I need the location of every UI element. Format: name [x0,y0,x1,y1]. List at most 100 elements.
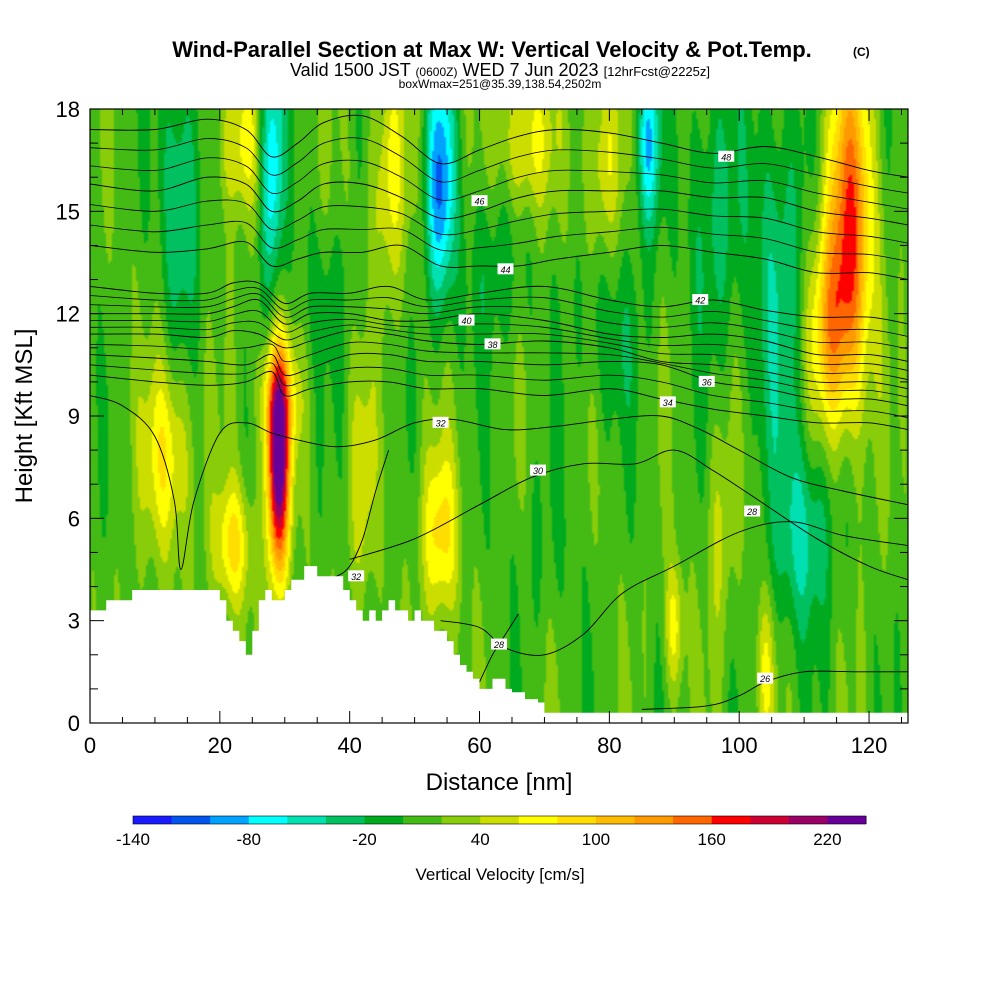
theta-contour-minor [90,310,908,371]
contour-label-46: 46 [471,195,488,207]
contour-label-text: 26 [759,674,770,684]
x-tick-label: 80 [597,733,621,758]
theta-contour-minor [90,320,908,380]
contour-label-text: 28 [746,507,757,517]
colorbar-swatch [673,816,713,824]
contour-label-text: 48 [721,152,731,162]
theta-contour-46 [90,176,908,226]
colorbar-label: -140 [116,830,150,849]
theta-contour-32 [90,395,908,570]
theta-contour-40 [90,298,908,362]
valid-date: WED 7 Jun 2023 [462,60,598,80]
contour-label-text: 46 [475,197,485,207]
chart-title: Wind-Parallel Section at Max W: Vertical… [172,37,812,62]
x-axis: 0 20 40 60 80 100 120 [84,109,903,758]
contour-label-text: 44 [500,265,510,275]
box-wmax-line: boxWmax=251@35.39,138.54,2502m [399,77,602,91]
theta-contour-44 [90,240,908,281]
valid-time-utc: (0600Z) [415,65,457,79]
y-tick-label: 12 [56,302,80,327]
chart-header: Wind-Parallel Section at Max W: Vertical… [172,37,869,91]
contour-label-32: 32 [348,570,365,582]
colorbar-swatch [518,816,558,824]
colorbar-swatch [750,816,790,824]
x-tick-label: 40 [337,733,361,758]
colorbar-swatch [441,816,481,824]
theta-contour-minor [90,220,908,262]
colorbar-swatch [595,816,636,824]
colorbar-swatch [364,816,404,824]
x-tick-label: 20 [208,733,232,758]
contour-label-text: 28 [493,640,504,650]
contour-label-30: 30 [529,464,546,476]
contour-label-40: 40 [458,314,475,326]
colorbar-label: 100 [582,830,610,849]
y-tick-label: 9 [68,404,80,429]
vertical-velocity-field [90,109,908,723]
y-tick-label: 6 [68,506,80,531]
contour-label-42: 42 [692,294,709,306]
colorbar-label: 40 [471,830,490,849]
colorbar-swatch [210,816,250,824]
theta-contour-48 [90,114,908,178]
x-tick-label: 120 [851,733,888,758]
y-axis-title: Height [Kft MSL] [11,329,38,504]
contour-label-34: 34 [659,396,676,408]
x-tick-label: 60 [467,733,491,758]
contour-label-text: 42 [695,296,705,306]
contour-label-text: 32 [436,418,446,428]
theta-contour-minor [90,199,908,244]
y-tick-label: 18 [56,97,80,122]
colorbar-swatch [634,816,674,824]
colorbar-swatch [133,816,173,824]
colorbar-swatch [557,816,597,824]
theta-contour-36 [90,352,908,407]
x-tick-label: 0 [84,733,96,758]
contour-labels: 26 28 28 30 32 32 34 36 38 40 42 44 46 48 [348,150,774,684]
x-tick-label: 100 [721,733,758,758]
theta-contour-minor [90,157,908,210]
colorbar-swatch [480,816,520,824]
colorbar-swatch [788,816,828,824]
contour-label-38: 38 [484,338,501,350]
valid-time-line: Valid 1500 JST (0600Z) WED 7 Jun 2023 [1… [290,60,710,80]
contour-label-28: 28 [491,638,507,650]
colorbar-swatch [287,816,327,824]
contour-label-48: 48 [718,150,735,162]
colorbar-label: -80 [236,830,261,849]
colorbar-swatch [171,816,211,824]
contour-label-text: 36 [702,377,712,387]
potential-temperature-contours [90,114,908,710]
y-tick-label: 15 [56,199,80,224]
valid-time-jst: Valid 1500 JST [290,60,411,80]
contour-label-text: 40 [462,316,472,326]
colorbar-swatch [827,816,867,824]
colorbar-label: 160 [697,830,725,849]
theta-contour-34 [90,370,908,431]
y-tick-label: 3 [68,609,80,634]
theta-contour-38 [90,330,908,390]
contour-label-26: 26 [757,672,774,684]
plot-area: 26 28 28 30 32 32 34 36 38 40 42 44 46 48 [90,109,908,723]
colorbar-label: -20 [352,830,377,849]
contour-label-text: 30 [533,466,543,476]
colorbar-swatch [325,816,365,824]
theta-contour-minor [90,137,908,194]
contour-label-44: 44 [497,263,514,275]
colorbar-label: 220 [813,830,841,849]
contour-label-32: 32 [432,416,449,428]
colorbar: -140 -80 -20 40 100 160 220 [116,815,867,849]
contour-label-28: 28 [744,505,761,517]
theta-contour-minor [90,362,908,419]
x-axis-title: Distance [nm] [426,769,573,796]
theta-contour-42 [90,280,908,325]
contour-label-text: 38 [488,340,498,350]
y-tick-label: 0 [68,711,80,736]
terrain-mask [90,566,908,723]
theta-contour-minor [90,293,908,350]
colorbar-frame [132,815,867,825]
colorbar-title: Vertical Velocity [cm/s] [415,865,584,884]
colorbar-swatch [403,816,443,824]
